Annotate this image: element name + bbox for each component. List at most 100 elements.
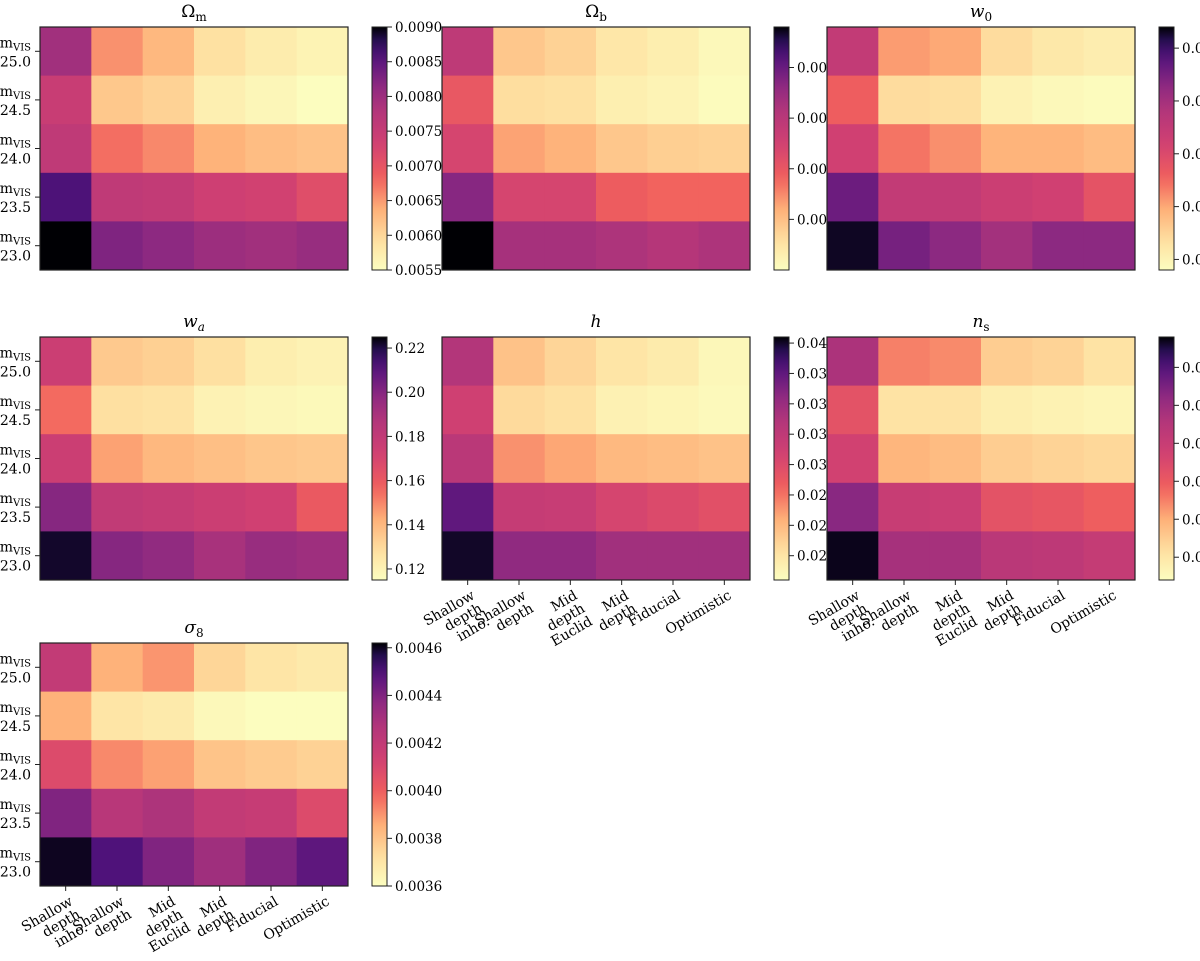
heatmap-cell <box>40 482 92 532</box>
heatmap-cell <box>296 837 349 887</box>
y-tick-label-cut: < 24.0 <box>0 152 31 168</box>
heatmap-cell <box>493 27 546 76</box>
heatmap-cell <box>878 385 931 435</box>
heatmap-cell <box>442 172 494 222</box>
heatmap-cell <box>827 221 879 271</box>
heatmap-cell <box>194 434 246 484</box>
heatmap-cell <box>493 482 546 532</box>
heatmap-cell <box>442 27 494 76</box>
colorbar-tick-label: 0.0085 <box>395 55 442 71</box>
y-tick-label-cut: < 24.0 <box>0 768 31 784</box>
heatmap-cell <box>142 385 195 435</box>
heatmap-cell <box>442 124 494 174</box>
colorbar-frame <box>773 336 790 581</box>
heatmap-cell <box>296 531 349 581</box>
colorbar: 0.0055 0.0060 0.0065 0.0070 0.0075 0.0080 0.00… <box>371 20 442 279</box>
heatmap-cell <box>245 788 298 838</box>
heatmap-cell <box>442 337 494 386</box>
heatmap-cell <box>142 434 195 484</box>
heatmap-cell <box>142 221 195 271</box>
panel-title: w0 <box>970 2 992 24</box>
heatmap-cell <box>40 172 92 222</box>
heatmap-cell <box>544 531 597 581</box>
heatmap-cell <box>442 75 494 125</box>
heatmap-cell <box>442 531 494 581</box>
heatmap-cell <box>827 482 879 532</box>
heatmap-cell <box>245 172 298 222</box>
colorbar-tick-label: 0.22 <box>395 341 425 357</box>
heatmap-cell <box>878 434 931 484</box>
heatmap-cell <box>981 75 1033 125</box>
heatmap-cell <box>194 837 246 887</box>
heatmap-cell <box>698 27 751 76</box>
y-tick-label-cut: < 23.5 <box>0 816 31 832</box>
panel-title: σ8 <box>184 618 203 640</box>
heatmap-cell <box>142 124 195 174</box>
heatmap-cell <box>544 337 597 386</box>
heatmap-cell <box>929 434 982 484</box>
colorbar-gradient <box>1159 27 1174 270</box>
heatmap-cell <box>40 643 92 692</box>
colorbar-tick-label: 0.0036 <box>395 879 442 895</box>
heatmap-cell <box>40 124 92 174</box>
colorbar-tick-label: 0.0040 <box>395 784 442 800</box>
colorbar-tick-label: 0.0075 <box>395 124 442 140</box>
heatmap-frame <box>826 26 1136 271</box>
colorbar-gradient <box>372 27 387 270</box>
heatmap-cell <box>1083 124 1136 174</box>
heatmap-cell <box>544 172 597 222</box>
x-tick-label: MiddepthEuclid <box>131 894 193 956</box>
y-tick-label: mVIS <box>0 133 31 151</box>
heatmap-cell <box>596 434 648 484</box>
colorbar-tick-label: 0.050 <box>1182 200 1200 216</box>
heatmap-cell <box>142 788 195 838</box>
colorbar: 0.0036 0.0038 0.0040 0.0042 0.0044 0.0046 <box>371 641 442 895</box>
colorbar-tick-label: 0.0060 <box>395 228 442 244</box>
heatmap-cell <box>194 531 246 581</box>
heatmap-cell <box>981 385 1033 435</box>
heatmap-cell <box>596 482 648 532</box>
heatmap-cell <box>544 75 597 125</box>
heatmap-cell <box>1083 531 1136 581</box>
y-tick-label: mVIS <box>0 651 31 669</box>
heatmap-cell <box>91 434 144 484</box>
heatmap-cell <box>194 385 246 435</box>
heatmap-cell <box>142 337 195 386</box>
colorbar-tick-label: 0.16 <box>395 474 425 490</box>
heatmap-cell <box>194 337 246 386</box>
heatmap-cell <box>40 691 92 741</box>
heatmap-cell <box>698 482 751 532</box>
heatmap-cell <box>40 740 92 790</box>
heatmap-cell <box>827 27 879 76</box>
heatmap-cell <box>442 221 494 271</box>
y-tick-label: mVIS <box>0 749 31 767</box>
heatmap-cell <box>929 221 982 271</box>
heatmap-cell <box>296 27 349 76</box>
heatmap-cell <box>91 172 144 222</box>
heatmap-cell <box>40 531 92 581</box>
heatmap-cell <box>929 172 982 222</box>
heatmap-cell <box>827 434 879 484</box>
colorbar: 0.12 0.14 0.16 0.18 0.20 0.22 <box>371 336 425 581</box>
heatmap-cell <box>1083 221 1136 271</box>
heatmap-cell <box>698 75 751 125</box>
heatmap-cell <box>544 385 597 435</box>
heatmap-cell <box>1032 531 1085 581</box>
colorbar-tick-label: 0.0115 <box>1182 360 1200 376</box>
heatmap-cell <box>40 385 92 435</box>
heatmap-cell <box>1083 385 1136 435</box>
heatmap-cell <box>245 740 298 790</box>
x-tick-label: Shallowdepth <box>857 588 921 643</box>
colorbar-frame <box>1158 26 1175 271</box>
heatmap-cell <box>981 531 1033 581</box>
heatmap-cell <box>647 124 700 174</box>
colorbar-frame <box>371 336 388 581</box>
heatmap-cell <box>493 75 546 125</box>
heatmap-frame <box>441 26 751 271</box>
heatmap-cell <box>827 172 879 222</box>
heatmap-cell <box>493 124 546 174</box>
heatmap-cell <box>40 27 92 76</box>
